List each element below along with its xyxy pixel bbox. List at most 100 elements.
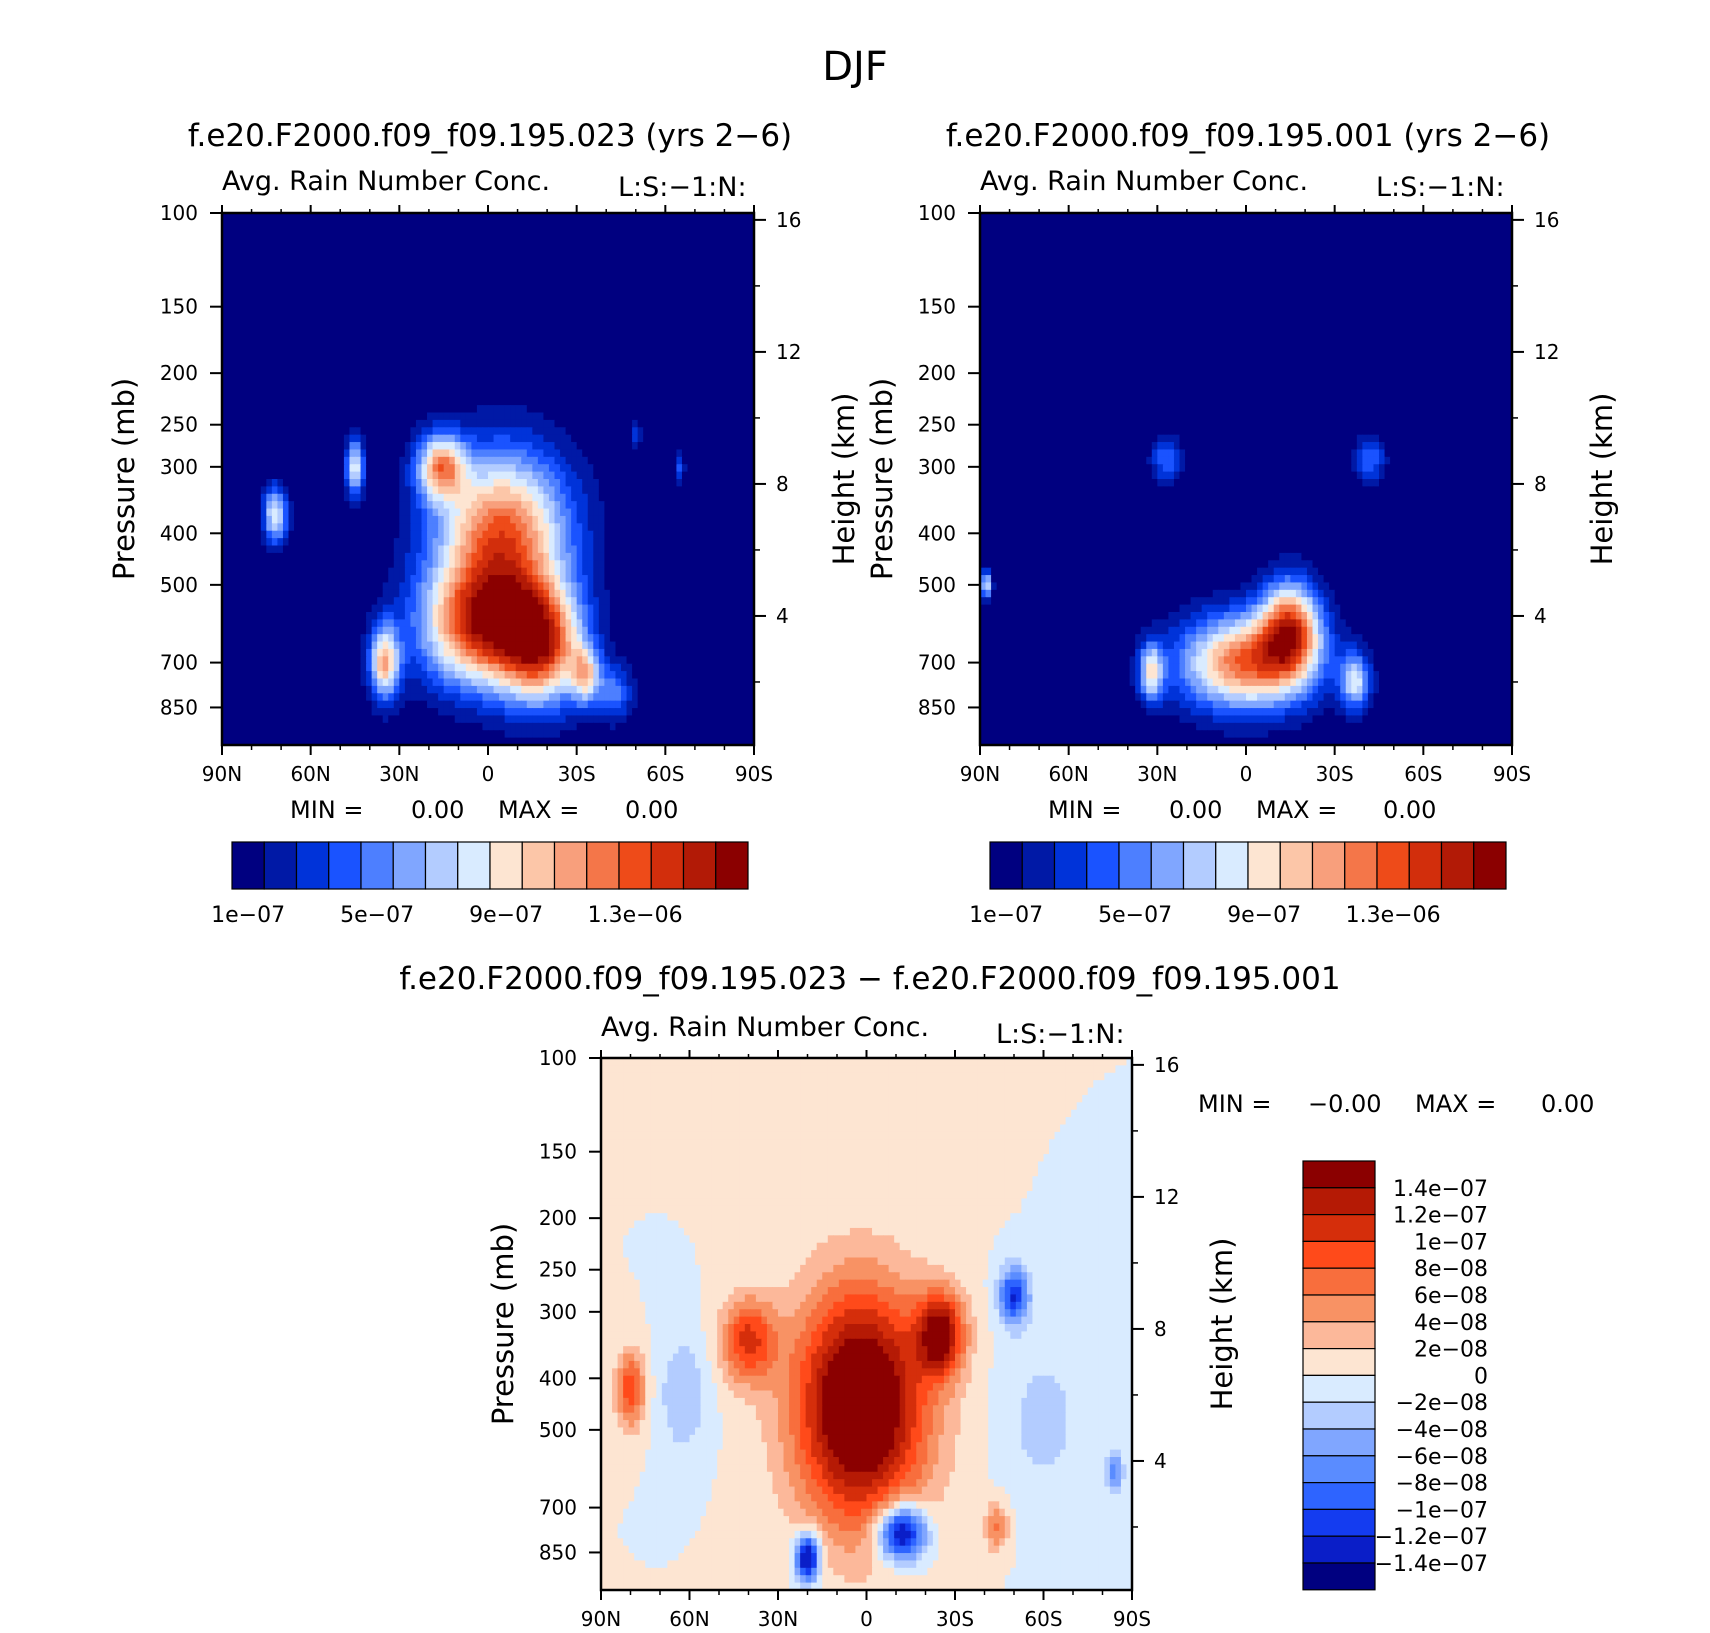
heatmap-cell: [366, 375, 373, 384]
heatmap-cell: [659, 449, 666, 458]
heatmap-cell: [360, 397, 367, 406]
heatmap-cell: [227, 412, 234, 421]
heatmap-cell: [687, 589, 694, 598]
heatmap-cell: [288, 294, 295, 303]
heatmap-cell: [238, 301, 245, 310]
heatmap-cell: [482, 538, 489, 547]
heatmap-cell: [499, 235, 506, 244]
heatmap-cell: [277, 279, 284, 288]
heatmap-cell: [366, 538, 373, 547]
heatmap-cell: [321, 346, 328, 354]
heatmap-cell: [654, 257, 661, 266]
panel-023-subtitle: Avg. Rain Number Conc.: [222, 166, 550, 197]
heatmap-cell: [382, 375, 389, 384]
heatmap-cell: [681, 479, 689, 487]
heatmap-cell: [698, 309, 705, 318]
heatmap-cell: [277, 338, 284, 347]
heatmap-cell: [742, 545, 750, 554]
heatmap-cell: [632, 375, 639, 384]
heatmap-cell: [427, 220, 434, 229]
heatmap-cell: [244, 331, 251, 340]
heatmap-cell: [543, 493, 550, 502]
heatmap-cell: [604, 419, 611, 428]
heatmap-cell: [504, 353, 511, 362]
heatmap-cell: [238, 279, 245, 288]
heatmap-cell: [271, 538, 279, 547]
heatmap-cell: [399, 508, 406, 517]
heatmap-cell: [565, 471, 572, 480]
heatmap-cell: [726, 493, 733, 502]
heatmap-cell: [366, 560, 373, 569]
heatmap-cell: [554, 279, 561, 288]
heatmap-cell: [726, 249, 733, 258]
heatmap-cell: [504, 449, 511, 458]
heatmap-cell: [222, 353, 229, 362]
heatmap-cell: [476, 382, 484, 391]
heatmap-cell: [266, 294, 273, 303]
heatmap-cell: [698, 353, 705, 362]
heatmap-cell: [294, 346, 301, 354]
heatmap-cell: [327, 493, 334, 502]
heatmap-cell: [443, 552, 450, 561]
heatmap-cell: [742, 242, 750, 251]
heatmap-cell: [321, 493, 328, 502]
heatmap-cell: [537, 486, 545, 495]
heatmap-cell: [543, 382, 550, 391]
heatmap-cell: [576, 434, 583, 443]
heatmap-cell: [737, 530, 744, 539]
heatmap-cell: [288, 515, 295, 524]
heatmap-cell: [482, 346, 489, 354]
heatmap-cell: [720, 323, 727, 332]
heatmap-cell: [360, 316, 367, 325]
heatmap-cell: [277, 301, 284, 310]
heatmap-cell: [526, 442, 533, 451]
heatmap-cell: [305, 390, 312, 399]
heatmap-cell: [227, 456, 234, 465]
heatmap-cell: [227, 508, 234, 517]
heatmap-cell: [449, 538, 456, 547]
heatmap-cell: [609, 375, 617, 384]
heatmap-cell: [415, 257, 423, 266]
heatmap-cell: [460, 286, 467, 295]
heatmap-cell: [670, 272, 678, 281]
heatmap-cell: [482, 442, 489, 451]
heatmap-cell: [571, 552, 578, 561]
heatmap-cell: [255, 286, 262, 295]
heatmap-cell: [537, 249, 545, 258]
heatmap-cell: [748, 456, 754, 465]
heatmap-cell: [526, 397, 533, 406]
heatmap-cell: [271, 279, 279, 288]
heatmap-cell: [571, 523, 578, 532]
heatmap-cell: [659, 286, 666, 295]
heatmap-cell: [554, 434, 561, 443]
heatmap-cell: [415, 471, 423, 480]
heatmap-cell: [338, 464, 345, 473]
heatmap-cell: [488, 316, 495, 325]
heatmap-cell: [465, 309, 472, 318]
heatmap-cell: [427, 382, 434, 391]
heatmap-cell: [249, 227, 256, 236]
heatmap-cell: [571, 508, 578, 517]
heatmap-cell: [488, 523, 495, 532]
heatmap-cell: [388, 427, 395, 436]
heatmap-cell: [260, 560, 267, 569]
heatmap-cell: [282, 368, 290, 377]
heatmap-cell: [715, 390, 722, 399]
heatmap-cell: [360, 508, 367, 517]
heatmap-cell: [421, 353, 428, 362]
heatmap-cell: [277, 530, 284, 539]
heatmap-cell: [233, 552, 240, 561]
heatmap-cell: [615, 338, 622, 347]
heatmap-cell: [593, 235, 600, 244]
heatmap-cell: [343, 353, 351, 362]
heatmap-cell: [598, 264, 605, 273]
heatmap-cell: [377, 486, 384, 495]
heatmap-cell: [271, 294, 279, 303]
heatmap-cell: [537, 508, 545, 517]
heatmap-cell: [366, 338, 373, 347]
heatmap-cell: [670, 368, 678, 377]
heatmap-cell: [510, 493, 517, 502]
heatmap-cell: [554, 331, 561, 340]
heatmap-cell: [310, 346, 317, 354]
heatmap-cell: [454, 575, 461, 584]
